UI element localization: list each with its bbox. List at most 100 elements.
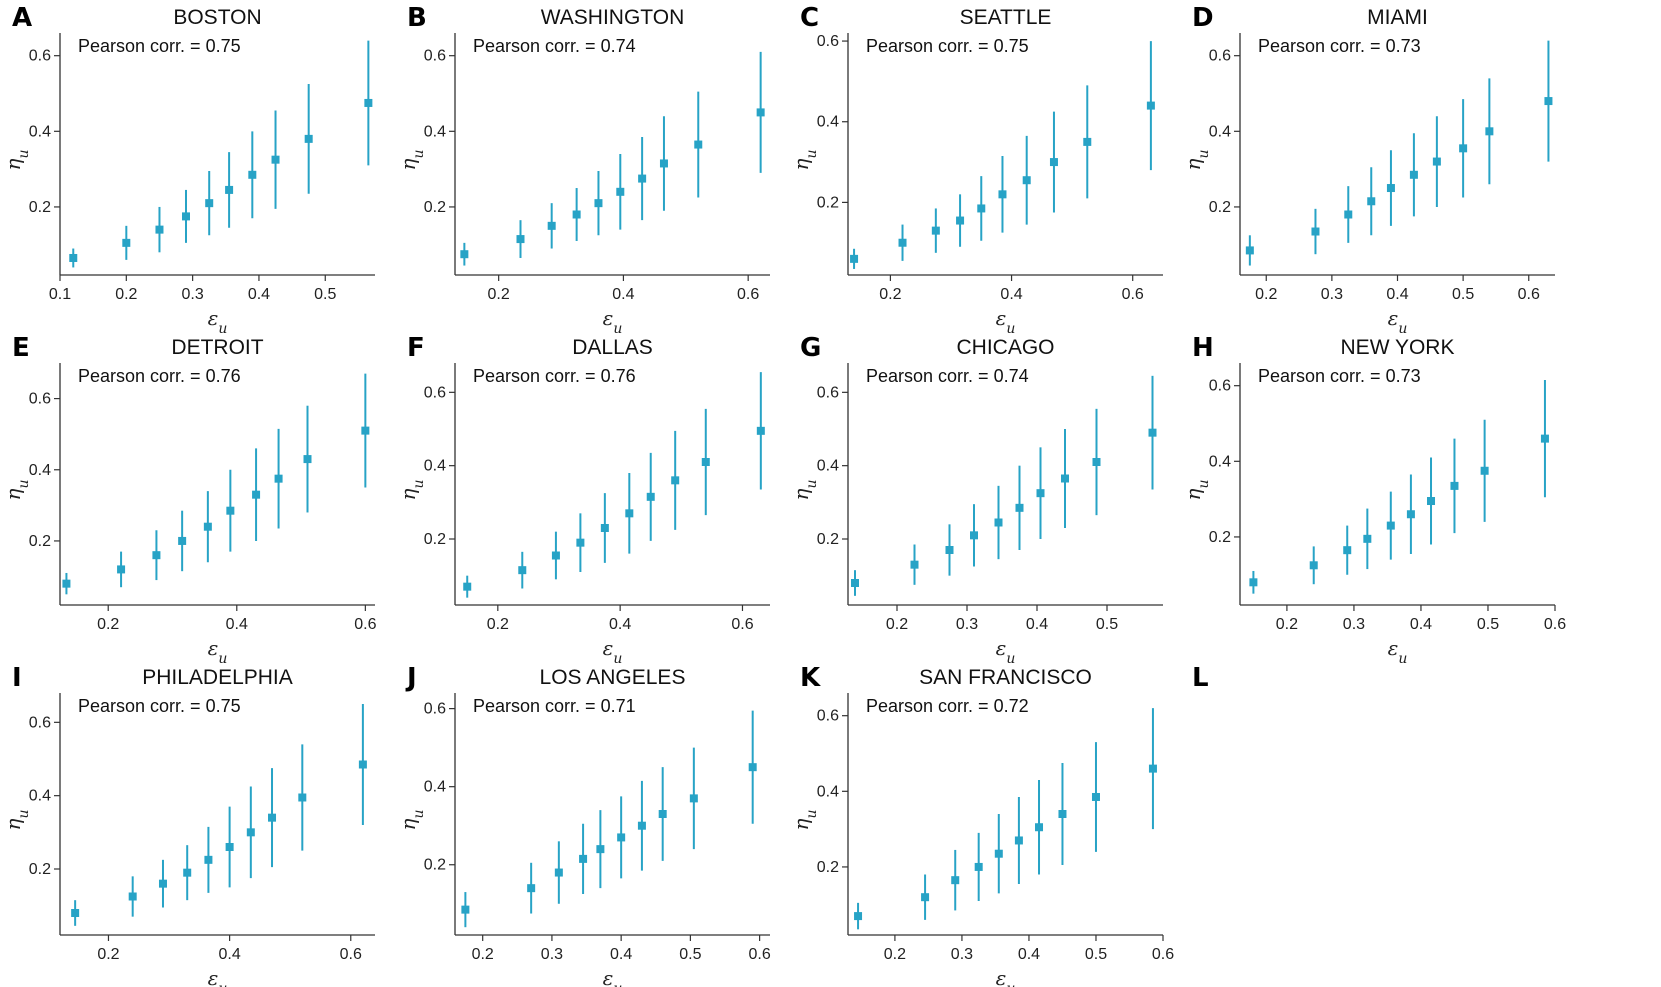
- data-point: [128, 892, 137, 901]
- data-point: [155, 225, 164, 234]
- data-point: [1432, 157, 1441, 166]
- y-tick-label: 0.6: [29, 391, 51, 408]
- x-tick-label: 0.6: [340, 946, 362, 963]
- y-axis-label: ηu: [789, 809, 820, 830]
- data-point: [850, 254, 859, 263]
- data-point: [756, 426, 765, 435]
- x-tick-label: 0.2: [115, 286, 137, 303]
- data-point: [516, 235, 525, 244]
- y-tick-label: 0.4: [424, 458, 446, 475]
- data-point: [364, 98, 373, 107]
- data-point: [1459, 144, 1468, 153]
- x-tick-label: 0.6: [1152, 946, 1174, 963]
- data-point: [298, 793, 307, 802]
- data-point: [304, 134, 313, 143]
- data-point: [1146, 101, 1155, 110]
- y-axis-label: ηu: [789, 479, 820, 500]
- data-point: [1386, 521, 1395, 530]
- data-point: [554, 868, 563, 877]
- data-point: [203, 522, 212, 531]
- data-point: [1386, 184, 1395, 193]
- pearson-annotation: Pearson corr. = 0.76: [78, 366, 241, 386]
- panel-e: E DETROIT Pearson corr. = 0.76 0.2 0.4 0.6 0.2…: [1, 333, 377, 667]
- x-tick-label: 0.6: [354, 616, 376, 633]
- data-point: [1540, 434, 1549, 443]
- data-point: [117, 565, 126, 574]
- x-tick-label: 0.2: [879, 286, 901, 303]
- data-point: [994, 518, 1003, 527]
- panel-letter: F: [407, 333, 425, 363]
- data-point: [576, 538, 585, 547]
- x-tick-label: 0.4: [1386, 286, 1408, 303]
- data-point: [659, 159, 668, 168]
- panel-d: D MIAMI Pearson corr. = 0.73 0.2 0.3 0.4 0.5 0.…: [1181, 3, 1555, 337]
- y-tick-label: 0.6: [817, 384, 839, 401]
- data-point: [182, 212, 190, 221]
- x-axis-label: εu: [603, 636, 623, 667]
- x-tick-label: 0.2: [884, 946, 906, 963]
- pearson-annotation: Pearson corr. = 0.76: [473, 366, 636, 386]
- panel-g: G CHICAGO Pearson corr. = 0.74 0.2 0.3 0.4 0.5…: [789, 333, 1163, 667]
- x-tick-label: 0.5: [679, 946, 701, 963]
- y-tick-label: 0.2: [1209, 529, 1231, 546]
- data-point: [271, 155, 280, 164]
- x-tick-label: 0.2: [472, 946, 494, 963]
- panel-a: A BOSTON Pearson corr. = 0.75 0.1 0.2 0.3 0.4 0…: [1, 3, 375, 337]
- x-tick-label: 0.2: [488, 286, 510, 303]
- x-tick-label: 0.5: [1452, 286, 1474, 303]
- pearson-annotation: Pearson corr. = 0.72: [866, 696, 1029, 716]
- y-axis-label: ηu: [1181, 149, 1212, 170]
- x-axis-label: εu: [996, 306, 1016, 337]
- data-point: [71, 909, 80, 917]
- y-axis-label: ηu: [396, 149, 427, 170]
- y-tick-label: 0.2: [817, 531, 839, 548]
- y-tick-label: 0.2: [424, 857, 446, 874]
- data-point: [268, 813, 277, 822]
- data-point: [658, 810, 667, 818]
- data-point: [1344, 210, 1353, 219]
- y-axis-label: ηu: [1, 809, 32, 830]
- data-point: [977, 204, 986, 213]
- pearson-annotation: Pearson corr. = 0.75: [78, 36, 241, 56]
- data-point: [637, 821, 646, 830]
- data-point: [1309, 561, 1318, 570]
- data-point: [748, 763, 757, 772]
- data-point: [1367, 197, 1376, 206]
- data-point: [1409, 170, 1418, 179]
- data-point: [596, 845, 605, 854]
- data-point: [1091, 792, 1100, 801]
- panel-letter: B: [407, 3, 427, 33]
- data-point: [248, 170, 257, 179]
- y-tick-label: 0.6: [424, 384, 446, 401]
- data-point: [1544, 97, 1553, 106]
- data-point: [69, 253, 78, 262]
- y-tick-label: 0.6: [424, 48, 446, 65]
- data-point: [178, 536, 187, 545]
- x-tick-label: 0.3: [956, 616, 978, 633]
- y-axis-label: ηu: [789, 149, 820, 170]
- y-tick-label: 0.6: [1209, 378, 1231, 395]
- panel-title: PHILADELPHIA: [142, 666, 293, 689]
- x-tick-label: 0.4: [218, 946, 240, 963]
- y-tick-label: 0.2: [1209, 199, 1231, 216]
- x-tick-label: 0.6: [1518, 286, 1540, 303]
- data-point: [756, 108, 765, 117]
- data-point: [671, 476, 680, 485]
- data-point: [1363, 534, 1372, 543]
- data-point: [1049, 158, 1058, 167]
- data-point: [910, 560, 919, 569]
- panel-title: SAN FRANCISCO: [919, 666, 1092, 689]
- data-point: [898, 238, 907, 247]
- x-axis-label: εu: [1388, 636, 1408, 667]
- x-tick-label: 0.5: [314, 286, 336, 303]
- data-point: [572, 210, 581, 219]
- data-point: [638, 174, 647, 183]
- x-axis-label: εu: [208, 636, 228, 667]
- x-tick-label: 0.4: [1410, 616, 1432, 633]
- pearson-annotation: Pearson corr. = 0.75: [866, 36, 1029, 56]
- pearson-annotation: Pearson corr. = 0.73: [1258, 36, 1421, 56]
- y-tick-label: 0.4: [817, 783, 839, 800]
- data-point: [931, 226, 940, 235]
- y-tick-label: 0.4: [1209, 453, 1231, 470]
- data-point: [1036, 489, 1045, 498]
